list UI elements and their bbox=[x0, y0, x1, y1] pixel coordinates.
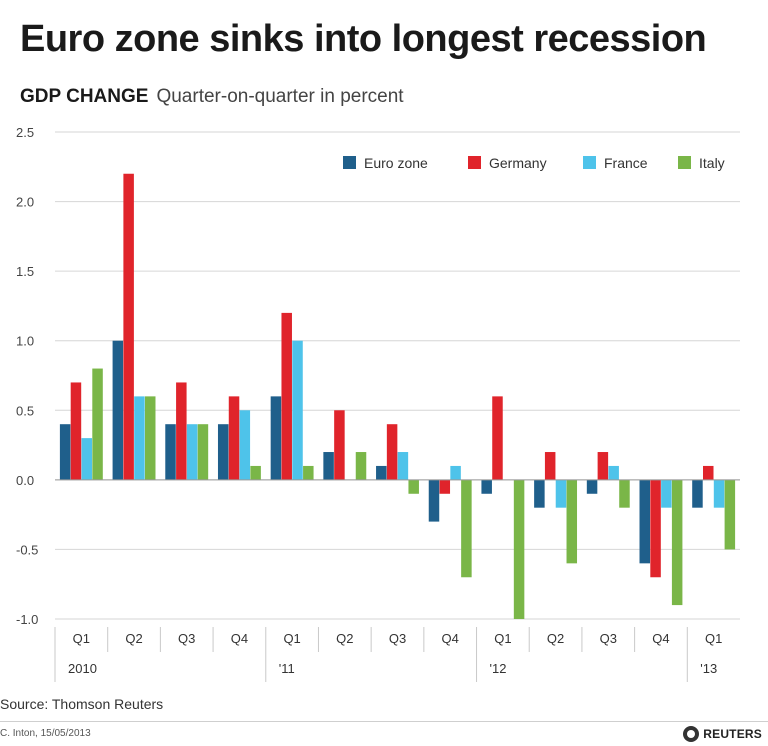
reuters-logo-icon bbox=[683, 726, 700, 742]
bar-italy bbox=[619, 479, 630, 508]
bar-euro-zone bbox=[639, 479, 651, 564]
x-tick-label: Q1 bbox=[73, 631, 90, 646]
bar-euro-zone bbox=[217, 424, 229, 480]
bar-germany bbox=[544, 452, 556, 480]
x-tick-label: Q3 bbox=[389, 631, 406, 646]
subtitle-bold: GDP CHANGE bbox=[20, 86, 149, 107]
y-tick-label: 1.5 bbox=[16, 264, 34, 279]
bar-euro-zone bbox=[323, 452, 334, 480]
y-tick-label: 2.0 bbox=[16, 195, 34, 210]
bar-euro-zone bbox=[112, 340, 124, 480]
bar-italy bbox=[671, 479, 683, 606]
bar-italy bbox=[92, 368, 103, 480]
reuters-wordmark: REUTERS bbox=[703, 727, 762, 741]
y-tick-label: 0.0 bbox=[16, 473, 34, 488]
bar-germany bbox=[492, 396, 503, 480]
bar-germany bbox=[70, 382, 82, 480]
bar-italy bbox=[144, 396, 156, 480]
bar-italy bbox=[355, 452, 367, 480]
y-tick-label: -0.5 bbox=[16, 542, 38, 557]
x-tick-label: Q3 bbox=[178, 631, 195, 646]
bar-france bbox=[186, 424, 198, 480]
bar-germany bbox=[176, 382, 187, 480]
y-tick-label: 1.0 bbox=[16, 334, 34, 349]
credit-line: C. Inton, 15/05/2013 bbox=[0, 728, 91, 739]
year-label: '12 bbox=[490, 661, 507, 676]
bar-italy bbox=[566, 479, 578, 564]
x-tick-label: Q2 bbox=[125, 631, 142, 646]
bar-italy bbox=[461, 479, 472, 578]
bar-france bbox=[608, 465, 619, 480]
chart-subtitle: GDP CHANGE Quarter-on-quarter in percent bbox=[20, 86, 404, 108]
year-label: 2010 bbox=[68, 661, 97, 676]
bar-france bbox=[713, 479, 725, 508]
bar-france bbox=[292, 340, 303, 480]
bar-euro-zone bbox=[586, 479, 598, 494]
legend-label: Germany bbox=[489, 155, 547, 171]
legend-swatch bbox=[678, 156, 691, 169]
bar-france bbox=[397, 452, 409, 480]
bar-euro-zone bbox=[481, 479, 492, 494]
legend-label: France bbox=[604, 155, 648, 171]
x-tick-label: Q1 bbox=[494, 631, 511, 646]
gdp-bar-chart: 2.5 2.0 1.5 1.0 0.5 0.0 -0.5 -1.0 Q1 Q2 Q3 Q4 Q1 Q2 Q3… bbox=[16, 125, 740, 682]
legend-swatch bbox=[343, 156, 356, 169]
bar-france bbox=[555, 479, 567, 508]
bar-italy bbox=[724, 479, 736, 550]
legend-label: Euro zone bbox=[364, 155, 428, 171]
bar-germany bbox=[228, 396, 240, 480]
bar-france bbox=[81, 438, 92, 480]
bar-france bbox=[134, 396, 145, 480]
bar-euro-zone bbox=[534, 479, 545, 508]
y-tick-label: 2.5 bbox=[16, 125, 34, 140]
bar-germany bbox=[281, 312, 292, 480]
x-tick-label: Q3 bbox=[600, 631, 617, 646]
year-label: '11 bbox=[279, 661, 295, 676]
bar-italy bbox=[250, 465, 261, 480]
y-tick-label: 0.5 bbox=[16, 403, 34, 418]
source-note: Source: Thomson Reuters bbox=[0, 696, 164, 712]
bar-italy bbox=[303, 465, 314, 480]
bar-germany bbox=[703, 465, 714, 480]
x-tick-label: Q1 bbox=[283, 631, 300, 646]
bar-euro-zone bbox=[692, 479, 703, 508]
bar-euro-zone bbox=[428, 479, 440, 522]
bar-italy bbox=[513, 479, 525, 619]
bar-italy bbox=[408, 479, 419, 494]
bar-france bbox=[450, 465, 461, 480]
y-tick-label: -1.0 bbox=[16, 612, 38, 627]
x-tick-label: Q1 bbox=[705, 631, 722, 646]
chart-title: Euro zone sinks into longest recession bbox=[20, 18, 707, 60]
legend-swatch bbox=[583, 156, 596, 169]
bar-france bbox=[661, 479, 672, 508]
bar-germany bbox=[597, 452, 609, 480]
x-tick-label: Q4 bbox=[652, 631, 669, 646]
bar-euro-zone bbox=[376, 465, 387, 480]
x-tick-label: Q4 bbox=[442, 631, 459, 646]
x-tick-label: Q4 bbox=[231, 631, 248, 646]
reuters-logo: REUTERS bbox=[683, 725, 762, 743]
x-tick-label: Q2 bbox=[547, 631, 564, 646]
bar-euro-zone bbox=[270, 396, 282, 480]
year-label: '13 bbox=[700, 661, 717, 676]
bar-euro-zone bbox=[165, 424, 176, 480]
bar-germany bbox=[386, 424, 398, 480]
footer-divider bbox=[0, 721, 768, 722]
legend-label: Italy bbox=[699, 155, 725, 171]
bar-euro-zone bbox=[59, 424, 71, 480]
subtitle-light: Quarter-on-quarter in percent bbox=[156, 86, 404, 107]
bar-france bbox=[239, 410, 251, 480]
legend-swatch bbox=[468, 156, 481, 169]
x-tick-label: Q2 bbox=[336, 631, 353, 646]
bar-germany bbox=[334, 410, 345, 480]
bar-germany bbox=[439, 479, 451, 494]
bar-italy bbox=[197, 424, 209, 480]
bar-germany bbox=[650, 479, 661, 578]
bar-germany bbox=[123, 173, 134, 480]
